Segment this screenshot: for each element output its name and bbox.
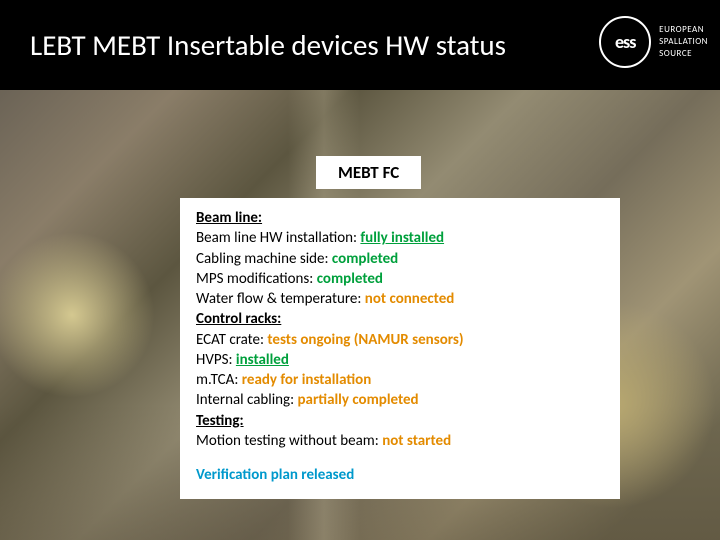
status-line: m.TCA: ready for installation [196,370,604,390]
status-label: Cabling machine side: [196,250,332,268]
status-label: HVPS: [196,351,236,369]
status-value: fully installed [360,229,444,247]
status-line: MPS modifications: completed [196,269,604,289]
status-label: Motion testing without beam: [196,432,382,450]
status-value: ready for installation [242,371,372,389]
beam-line-items: Beam line HW installation: fully install… [196,228,604,309]
status-value: not connected [365,290,455,308]
control-rack-items: ECAT crate: tests ongoing (NAMUR sensors… [196,330,604,411]
status-value: not started [382,432,451,450]
control-racks-header: Control racks: [196,309,604,329]
org-line-3: SOURCE [659,48,708,60]
status-label: Internal cabling: [196,391,298,409]
status-value: partially completed [298,391,419,409]
status-line: Motion testing without beam: not started [196,431,604,451]
beam-line-header: Beam line: [196,208,604,228]
logo-abbrev: ess [615,31,635,53]
status-panel: Beam line: Beam line HW installation: fu… [180,198,620,499]
org-line-1: EUROPEAN [659,24,708,36]
org-name: EUROPEAN SPALLATION SOURCE [659,24,708,59]
status-line: HVPS: installed [196,350,604,370]
status-line: Internal cabling: partially completed [196,390,604,410]
status-value: tests ongoing (NAMUR sensors) [267,331,463,349]
status-label: Beam line HW installation: [196,229,360,247]
status-line: Beam line HW installation: fully install… [196,228,604,248]
status-value: installed [236,351,289,369]
verification-link: Verification plan released [196,465,604,485]
status-line: Cabling machine side: completed [196,249,604,269]
mebt-fc-label: MEBT FC [316,156,421,189]
status-label: MPS modifications: [196,270,317,288]
testing-items: Motion testing without beam: not started [196,431,604,451]
logo-area: ess EUROPEAN SPALLATION SOURCE [599,16,708,68]
status-line: ECAT crate: tests ongoing (NAMUR sensors… [196,330,604,350]
status-label: ECAT crate: [196,331,267,349]
status-value: completed [317,270,383,288]
slide-header: LEBT MEBT Insertable devices HW status e… [0,0,720,90]
status-label: m.TCA: [196,371,242,389]
status-value: completed [332,250,398,268]
testing-header: Testing: [196,411,604,431]
org-line-2: SPALLATION [659,36,708,48]
slide-title: LEBT MEBT Insertable devices HW status [30,27,506,63]
status-line: Water flow & temperature: not connected [196,289,604,309]
status-label: Water flow & temperature: [196,290,365,308]
ess-logo-icon: ess [599,16,651,68]
